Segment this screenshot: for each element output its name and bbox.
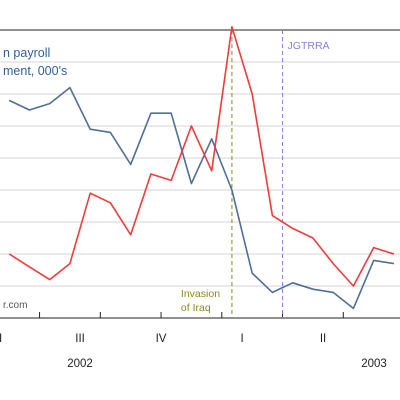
year-label: 2003 <box>361 358 387 370</box>
x-tick-label: IV <box>156 333 167 345</box>
x-tick-label: II <box>320 333 326 345</box>
year-label: 2002 <box>67 358 93 370</box>
x-tick-label: I <box>240 333 243 345</box>
legend-label: ment, 000's <box>3 64 67 78</box>
x-tick-label: II <box>0 333 2 345</box>
annotations <box>231 30 284 318</box>
axis-frame <box>0 29 400 319</box>
annotation-label: JGTRRA <box>288 40 330 52</box>
legend-label: n payroll <box>3 46 50 60</box>
grid-lines <box>0 61 400 287</box>
series-lines <box>8 25 395 310</box>
red-series-line <box>8 25 395 287</box>
source-label: r.com <box>3 300 27 311</box>
x-tick-label: III <box>75 333 85 345</box>
annotation-label: Invasion <box>181 288 220 300</box>
annotation-label: of Iraq <box>181 302 211 314</box>
chart-text: n payroll ment, 000's r.com Invasion of Iraq… <box>0 40 400 370</box>
employment-series-line <box>8 86 395 310</box>
